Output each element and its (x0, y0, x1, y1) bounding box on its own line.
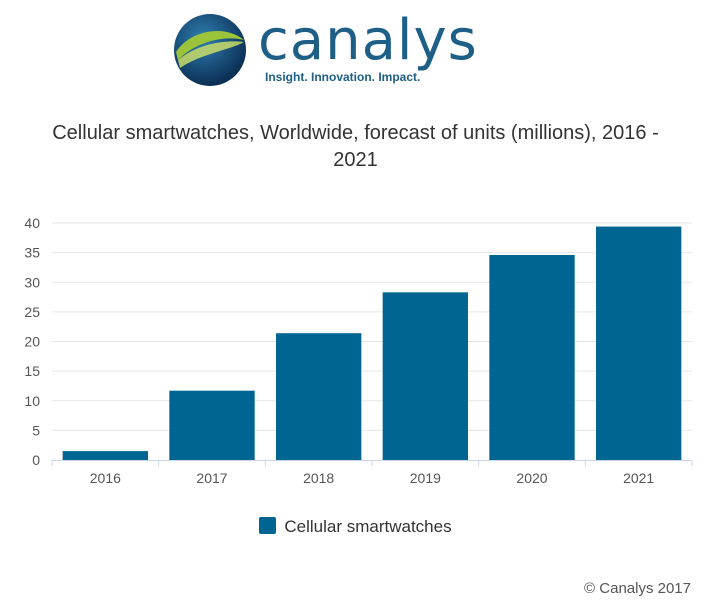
y-tick-label: 20 (24, 334, 40, 350)
canalys-logo: canalys Insight. Innovation. Impact. (170, 10, 500, 90)
y-tick-label: 10 (24, 393, 40, 409)
logo-tagline: Insight. Innovation. Impact. (265, 70, 421, 84)
logo-wordmark: canalys (258, 8, 478, 73)
chart-title-line2: 2021 (333, 149, 378, 171)
y-tick-label: 25 (24, 304, 40, 320)
chart-title: Cellular smartwatches, Worldwide, foreca… (0, 120, 711, 174)
y-tick-label: 15 (24, 363, 40, 379)
copyright: © Canalys 2017 (584, 580, 691, 597)
legend-label: Cellular smartwatches (284, 517, 452, 536)
bar-2019[interactable] (382, 292, 468, 460)
x-tick-label: 2019 (410, 470, 441, 486)
bar-2021[interactable] (596, 226, 682, 460)
y-tick-label: 35 (24, 245, 40, 261)
bar-2018[interactable] (276, 333, 362, 460)
x-tick-label: 2018 (303, 470, 334, 486)
x-tick-label: 2017 (196, 470, 227, 486)
y-tick-label: 0 (32, 452, 40, 468)
bar-2016[interactable] (62, 451, 148, 460)
legend-swatch (259, 517, 277, 534)
bar-2020[interactable] (489, 254, 575, 460)
x-tick-label: 2016 (90, 470, 121, 486)
x-tick-label: 2021 (623, 470, 654, 486)
y-tick-label: 40 (24, 215, 40, 231)
globe-icon (174, 14, 246, 86)
chart-title-line1: Cellular smartwatches, Worldwide, foreca… (52, 122, 659, 144)
y-tick-label: 5 (32, 422, 40, 438)
legend[interactable]: Cellular smartwatches (0, 517, 711, 537)
y-tick-label: 30 (24, 274, 40, 290)
x-tick-label: 2020 (516, 470, 547, 486)
bar-2017[interactable] (169, 390, 255, 460)
